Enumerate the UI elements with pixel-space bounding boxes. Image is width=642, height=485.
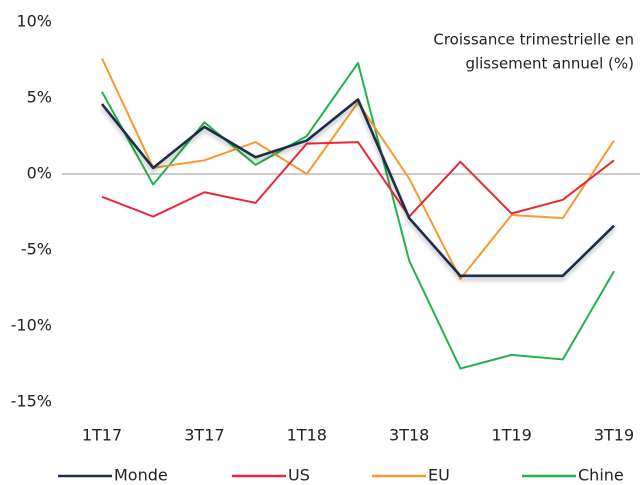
series-line — [101, 141, 615, 218]
legend-item: Monde — [58, 466, 168, 485]
x-tick-label: 1T17 — [82, 426, 122, 445]
y-tick-label: -10% — [11, 316, 52, 335]
x-tick-label: 3T17 — [184, 426, 224, 445]
legend-item: EU — [372, 466, 450, 485]
y-tick-label: 5% — [27, 88, 52, 107]
legend-label: Monde — [114, 466, 168, 485]
x-tick-label: 1T19 — [491, 426, 531, 445]
y-tick-label: -15% — [11, 392, 52, 411]
annotation: Croissance trimestrielle en — [433, 31, 634, 49]
x-tick-label: 1T18 — [287, 426, 327, 445]
x-tick-label: 3T19 — [594, 426, 634, 445]
legend-label: US — [288, 466, 310, 485]
y-tick-label: -5% — [21, 240, 52, 259]
series-line — [101, 62, 615, 370]
legend-item: US — [232, 466, 310, 485]
y-tick-label: 0% — [27, 164, 52, 183]
annotation: glissement annuel (%) — [465, 55, 634, 73]
series-line — [100, 98, 615, 278]
y-tick-label: 10% — [16, 12, 52, 31]
series-line — [101, 58, 615, 280]
legend-label: Chine — [578, 466, 624, 485]
x-tick-label: 3T18 — [389, 426, 429, 445]
legend-label: EU — [428, 466, 450, 485]
legend-item: Chine — [522, 466, 624, 485]
